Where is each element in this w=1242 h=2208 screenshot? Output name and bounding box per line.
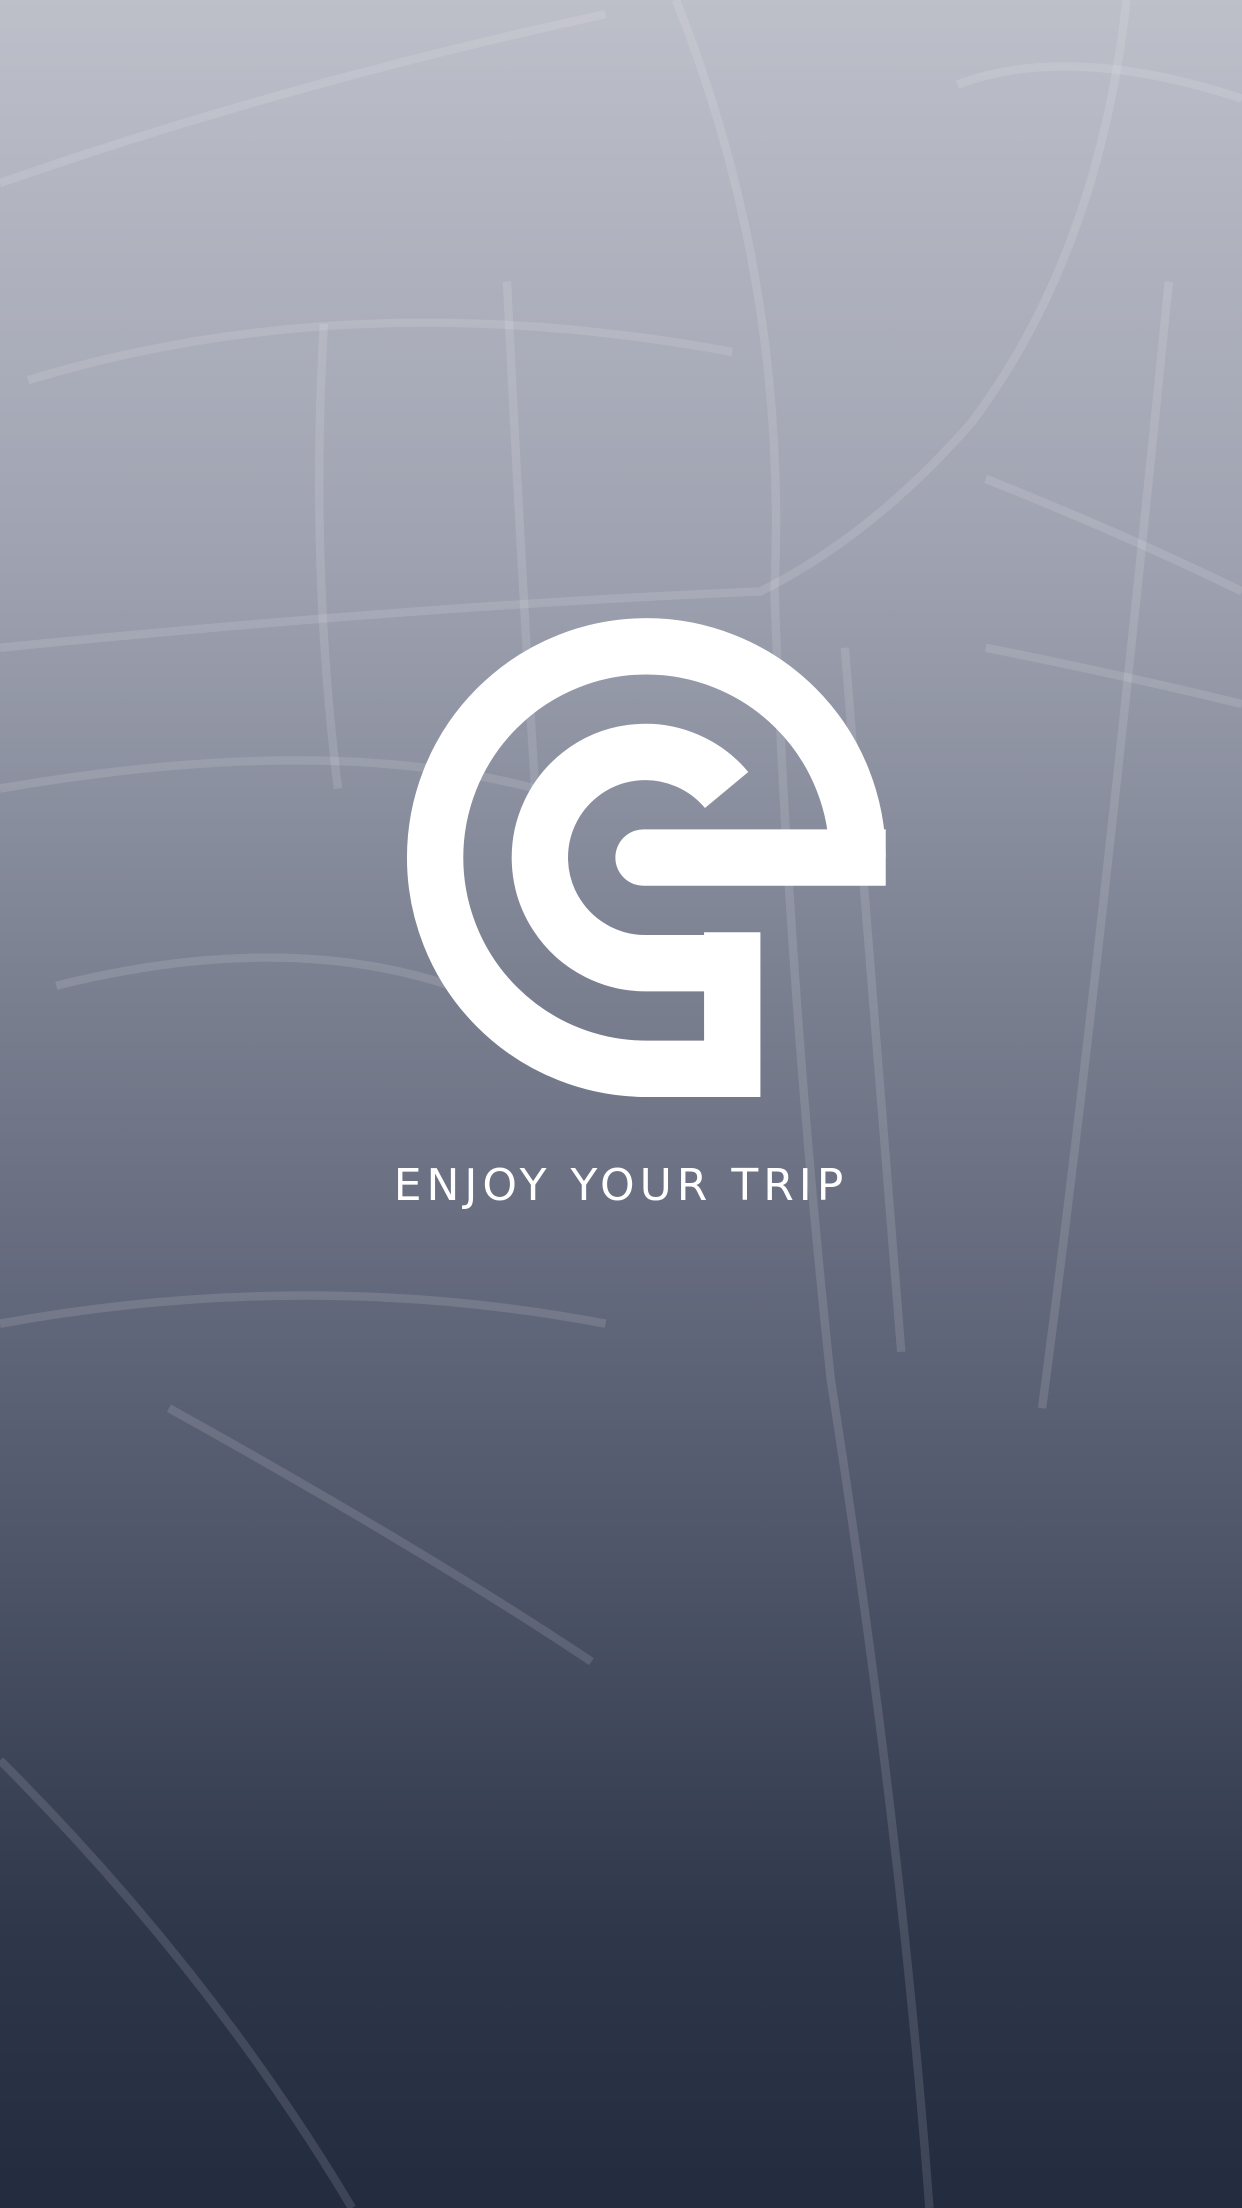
tagline: ENJOY YOUR TRIP [393,1160,849,1211]
